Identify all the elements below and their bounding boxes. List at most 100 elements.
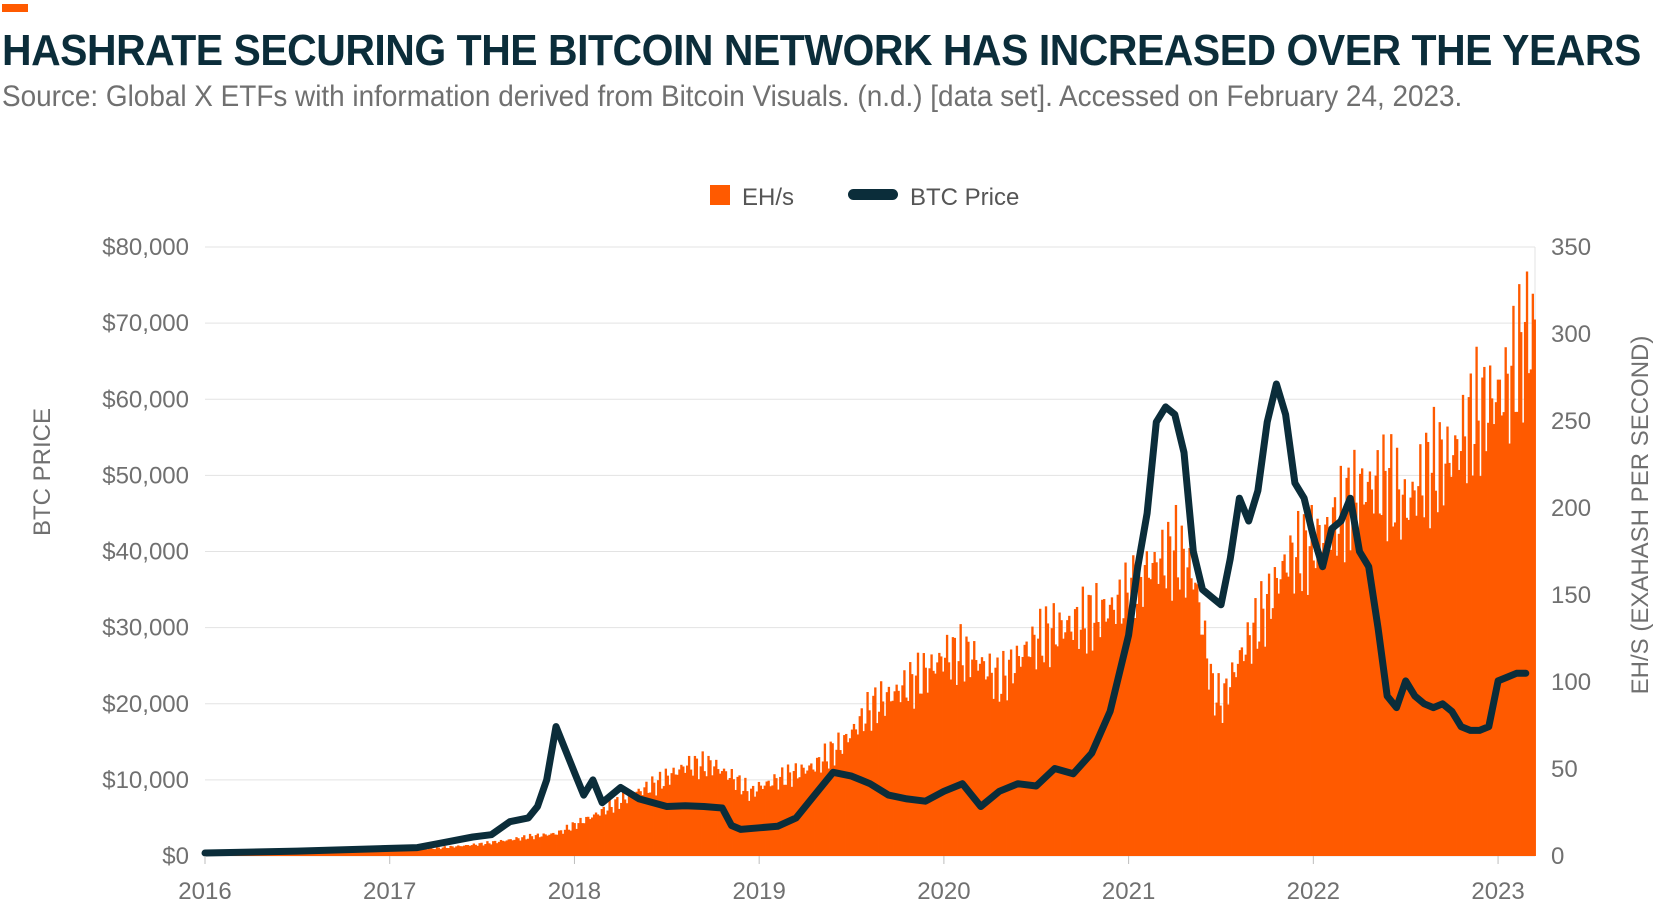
ehs-bar [600, 809, 604, 856]
ehs-bar [750, 788, 753, 856]
ehs-bar [1308, 546, 1311, 856]
left-tick-label: $10,000 [102, 767, 189, 794]
ehs-bar [1248, 635, 1251, 856]
ehs-bar [387, 850, 390, 856]
ehs-bar [984, 679, 988, 856]
ehs-bar [1306, 594, 1310, 856]
ehs-bar [1174, 504, 1178, 856]
ehs-bar [1320, 551, 1323, 856]
ehs-bar [577, 823, 580, 856]
ehs-bar [410, 850, 413, 856]
ehs-bar [649, 792, 652, 856]
ehs-bar [713, 766, 716, 856]
ehs-bar [1021, 656, 1024, 856]
ehs-bar [1200, 634, 1203, 856]
ehs-bar [1417, 486, 1420, 856]
ehs-bar [907, 700, 910, 856]
ehs-bar [546, 835, 549, 856]
ehs-bar [1329, 549, 1333, 856]
btc-price-line-group [201, 380, 1530, 857]
ehs-bar [590, 817, 594, 856]
ehs-bar [1186, 567, 1189, 856]
ehs-bar [575, 828, 578, 856]
ehs-bar [614, 799, 617, 856]
ehs-bar [664, 768, 668, 856]
ehs-bars [205, 271, 1536, 857]
ehs-bar [1031, 626, 1034, 856]
ehs-bar [550, 833, 553, 856]
ehs-bar [556, 834, 559, 856]
ehs-bar [1114, 623, 1118, 856]
ehs-bar [1316, 518, 1319, 856]
ehs-bar [303, 853, 307, 856]
x-tick-label: 2021 [1102, 878, 1155, 905]
ehs-bar [1040, 655, 1044, 856]
ehs-bar [356, 851, 359, 856]
ehs-bar [1277, 593, 1280, 856]
right-tick-label: 150 [1551, 582, 1591, 609]
ehs-bar [558, 830, 561, 856]
ehs-bar [1506, 373, 1509, 856]
ehs-bar [1527, 373, 1531, 856]
ehs-bar [1244, 654, 1247, 856]
ehs-bar [1432, 406, 1436, 856]
ehs-bar [406, 849, 410, 856]
ehs-bar [841, 753, 844, 856]
ehs-bar [883, 715, 887, 856]
ehs-bar [1151, 562, 1154, 856]
ehs-bar [1516, 411, 1519, 856]
ehs-bar [1192, 589, 1195, 856]
ehs-bar [1426, 441, 1430, 856]
ehs-bar [1496, 379, 1500, 856]
ehs-bar [1165, 588, 1168, 856]
ehs-bar [480, 842, 483, 856]
ehs-bar [1296, 510, 1300, 856]
ehs-bar [1487, 422, 1490, 856]
ehs-bar [1401, 494, 1405, 856]
ehs-bar [781, 767, 784, 856]
ehs-bar [682, 766, 685, 856]
ehs-bar [548, 834, 551, 856]
ehs-bar [1469, 373, 1472, 856]
ehs-bar [490, 844, 493, 856]
ehs-bar [1116, 594, 1119, 856]
ehs-bar [1291, 542, 1294, 856]
ehs-bar [1339, 465, 1342, 856]
ehs-bar [492, 841, 495, 856]
ehs-bar [1252, 622, 1255, 856]
ehs-bar [864, 723, 867, 856]
ehs-bar [1079, 629, 1083, 856]
left-tick-label: $80,000 [102, 234, 189, 261]
ehs-bar [1269, 618, 1273, 856]
ehs-bar [786, 764, 790, 856]
ehs-bar [1227, 704, 1230, 856]
ehs-bar [1337, 533, 1341, 856]
ehs-bar [627, 793, 631, 856]
gridlines [205, 246, 1536, 857]
ehs-bar [901, 685, 904, 856]
ehs-bar [528, 833, 532, 856]
ehs-bar [959, 624, 962, 856]
ehs-bar [651, 776, 654, 856]
ehs-bar [1168, 536, 1172, 856]
ehs-bar [429, 847, 433, 856]
ehs-bar [420, 849, 423, 856]
ehs-bar [1221, 722, 1224, 856]
ehs-bar [903, 670, 906, 856]
ehs-bar [965, 636, 968, 856]
ehs-bar [542, 833, 545, 856]
ehs-bar [418, 849, 421, 856]
ehs-bar [315, 852, 318, 856]
ehs-bar [1256, 648, 1259, 856]
ehs-bar [439, 849, 443, 856]
ehs-bar [951, 637, 955, 856]
ehs-bar [1304, 530, 1308, 856]
ehs-bar [400, 849, 404, 856]
ehs-bar [982, 661, 986, 856]
ehs-bar [1000, 693, 1003, 856]
ehs-bar [930, 654, 933, 856]
ehs-bar [364, 850, 367, 856]
ehs-bar [451, 846, 454, 856]
ehs-bar [1068, 615, 1071, 856]
ehs-bar [360, 852, 363, 856]
